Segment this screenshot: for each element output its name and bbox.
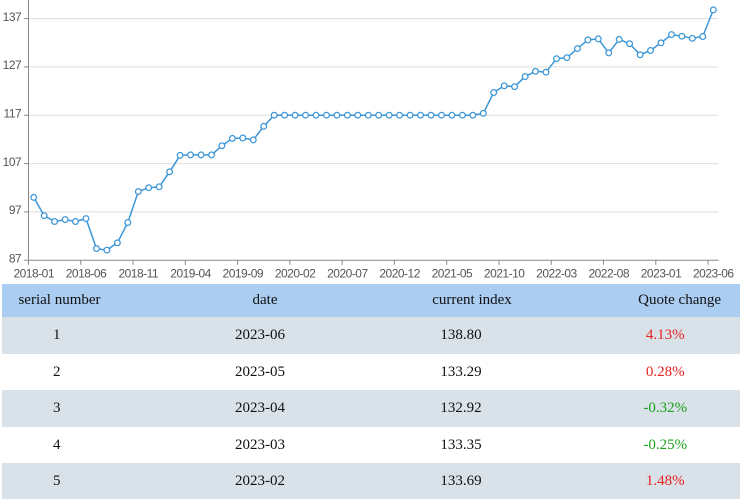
svg-text:137: 137	[3, 10, 22, 24]
svg-text:2022-03: 2022-03	[536, 266, 577, 280]
svg-text:2022-08: 2022-08	[588, 266, 629, 280]
svg-text:2020-02: 2020-02	[275, 266, 316, 280]
svg-text:107: 107	[3, 155, 22, 169]
svg-text:2019-09: 2019-09	[223, 266, 264, 280]
svg-text:97: 97	[9, 203, 22, 217]
svg-text:2023-06: 2023-06	[693, 266, 734, 280]
svg-text:2020-07: 2020-07	[327, 266, 368, 280]
svg-text:2021-10: 2021-10	[484, 266, 525, 280]
svg-text:87: 87	[9, 252, 22, 266]
svg-text:2021-05: 2021-05	[432, 266, 473, 280]
svg-text:2020-12: 2020-12	[379, 266, 420, 280]
svg-text:117: 117	[4, 107, 22, 121]
svg-text:2018-06: 2018-06	[66, 266, 107, 280]
svg-text:2019-04: 2019-04	[170, 266, 211, 280]
svg-text:2023-01: 2023-01	[641, 266, 682, 280]
svg-text:127: 127	[3, 58, 22, 72]
svg-text:2018-01: 2018-01	[13, 266, 54, 280]
svg-text:2018-11: 2018-11	[118, 266, 158, 280]
